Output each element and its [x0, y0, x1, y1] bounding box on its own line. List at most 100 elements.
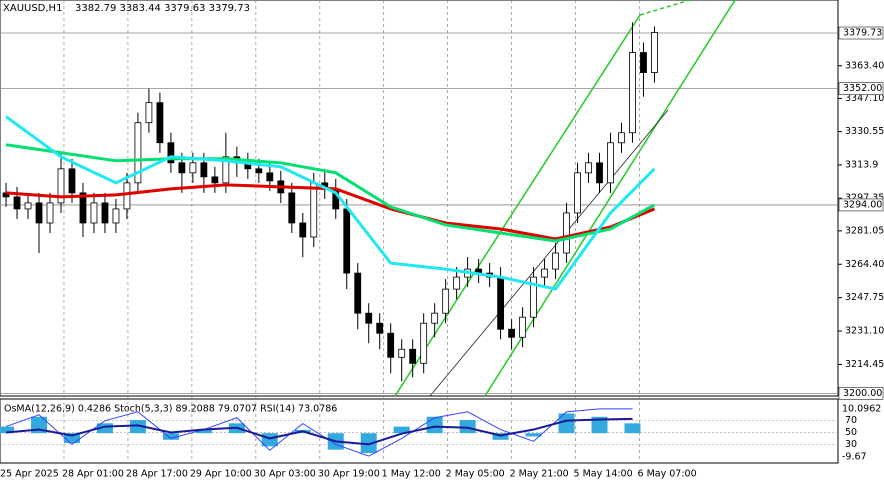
candle-body — [387, 332, 395, 358]
candle-body — [200, 162, 208, 178]
candle-body — [420, 322, 428, 364]
candle-body — [288, 192, 296, 224]
x-tick-label: 28 Apr 17:00 — [126, 469, 188, 480]
candle-body — [68, 168, 76, 194]
candle-body — [79, 192, 87, 224]
y-tick-label: 3363.40 — [845, 60, 884, 71]
candle-body — [35, 202, 43, 224]
y-tick-label: 3247.75 — [845, 292, 884, 303]
osma-min: -9.67 — [842, 452, 867, 463]
candle-body — [222, 156, 230, 184]
osma-bar — [0, 426, 15, 434]
moving-average — [5, 115, 656, 291]
candle-body — [255, 168, 263, 174]
candle-body — [13, 196, 21, 210]
osma-bar — [162, 433, 179, 440]
x-tick-label: 28 Apr 01:00 — [62, 469, 124, 480]
indicator-title: OsMA(12,26,9) 0.4286 Stoch(5,3,3) 89.208… — [4, 404, 337, 415]
y-tick-label: 3297.35 — [845, 193, 884, 204]
y-tick-label: 3313.9 — [845, 160, 878, 171]
candle-body — [156, 102, 164, 144]
osc-tick-label: 50 — [845, 427, 857, 438]
candle-body — [585, 162, 592, 174]
candle-body — [134, 122, 142, 184]
quote: 3382.79 3383.44 3379.63 3379.73 — [75, 3, 250, 14]
x-tick-label: 30 Apr 19:00 — [318, 469, 380, 480]
osma-bar — [96, 423, 113, 434]
symbol: XAUUSD,H1 — [3, 3, 62, 14]
candle-body — [376, 322, 384, 334]
candle-body — [530, 276, 537, 318]
price-label: 3294.00 — [843, 199, 882, 210]
price-box — [838, 82, 884, 96]
y-tick-label: 3330.55 — [845, 126, 884, 137]
price-box — [838, 386, 884, 400]
channel-line — [394, 14, 641, 397]
candle-body — [211, 176, 219, 184]
candle-body — [596, 162, 603, 184]
candle-body — [343, 208, 351, 274]
candle-body — [365, 312, 373, 324]
candle-body — [541, 268, 548, 278]
osma-bar — [492, 433, 509, 440]
x-tick-label: 2 May 05:00 — [446, 469, 505, 480]
x-tick-label: 2 May 21:00 — [510, 469, 569, 480]
candle-body — [552, 252, 559, 270]
osc-tick-label: 70 — [845, 415, 857, 426]
price-label: 3200.00 — [843, 388, 882, 399]
candle-body — [145, 102, 153, 124]
osma-bar — [558, 413, 575, 434]
osma-bar — [591, 416, 608, 434]
osma-bar — [426, 416, 443, 434]
price-box — [838, 26, 884, 40]
y-tick-label: 3214.45 — [845, 359, 884, 370]
channel-line — [484, 0, 736, 397]
osma-bar — [195, 429, 212, 434]
candle-body — [497, 276, 505, 330]
price-box — [838, 198, 884, 212]
osma-max: 10.0962 — [842, 404, 881, 415]
candle-body — [299, 222, 307, 238]
osma-bar — [63, 433, 80, 444]
candle-body — [46, 202, 54, 224]
candle-body — [409, 348, 417, 364]
candle-body — [618, 132, 625, 144]
y-tick-label: 3264.40 — [845, 259, 884, 270]
candle-body — [629, 52, 636, 134]
candle-body — [453, 276, 461, 290]
stochastic — [5, 408, 633, 457]
x-tick-label: 29 Apr 10:00 — [190, 469, 252, 480]
x-tick-label: 6 May 07:00 — [638, 469, 697, 480]
y-tick-label: 3281.05 — [845, 225, 884, 236]
price-label: 3379.73 — [843, 28, 882, 39]
candle-body — [24, 202, 32, 210]
candle-body — [57, 168, 65, 204]
candle-body — [640, 52, 647, 73]
candle-body — [607, 142, 614, 184]
rsi — [5, 417, 633, 446]
candle-body — [90, 202, 98, 224]
candle-body — [508, 328, 515, 338]
candle-body — [266, 172, 274, 182]
candle-body — [431, 312, 439, 324]
channel-ext — [639, 0, 691, 16]
candle-body — [563, 212, 570, 254]
x-tick-label: 30 Apr 03:00 — [254, 469, 316, 480]
candle-body — [442, 288, 450, 314]
x-tick-label: 5 May 14:00 — [574, 469, 633, 480]
candle-body — [354, 272, 362, 314]
candle-body — [310, 182, 318, 238]
moving-average — [5, 183, 656, 241]
candle-body — [398, 348, 406, 358]
x-tick-label: 1 May 12:00 — [382, 469, 441, 480]
moving-average — [5, 143, 656, 243]
osma-bar — [360, 433, 377, 453]
candle-body — [167, 142, 175, 164]
price-label: 3352.00 — [843, 83, 882, 94]
main-pane — [0, 0, 839, 397]
candle-body — [574, 172, 581, 214]
candle-body — [651, 32, 658, 73]
x-tick-label: 25 Apr 2025 — [0, 469, 59, 480]
channel — [394, 0, 736, 397]
